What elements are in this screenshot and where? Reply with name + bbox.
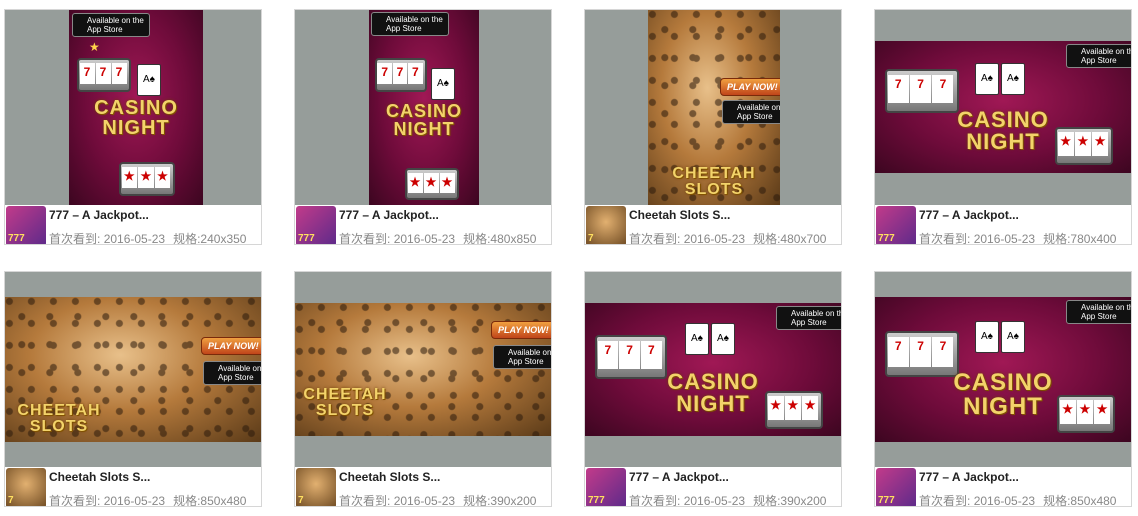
app-icon[interactable]: 7 <box>296 468 336 506</box>
ad-meta: 7 Cheetah Slots S... 首次看到: 2016-05-23 规格:… <box>585 205 841 244</box>
playing-card: A♠ <box>711 323 735 355</box>
cheetah-title: CHEETAH SLOTS <box>17 402 101 435</box>
slot-machine: ★ ★ ★ <box>1057 395 1115 433</box>
app-name[interactable]: 777 – A Jackpot... <box>49 208 149 222</box>
ad-info: 首次看到: 2016-05-23 规格:780x400 <box>919 232 1117 245</box>
ad-info: 首次看到: 2016-05-23 规格:390x200 <box>629 494 827 507</box>
slot-machine: ★ ★ ★ <box>119 162 175 196</box>
app-icon[interactable]: 777 <box>296 206 336 244</box>
playing-card: A♠ <box>431 68 455 100</box>
ad-meta: 7 Cheetah Slots S... 首次看到: 2016-05-23 规格:… <box>5 467 261 506</box>
ad-meta: 777 777 – A Jackpot... 首次看到: 2016-05-23 规… <box>875 205 1131 244</box>
ad-info: 首次看到: 2016-05-23 规格:390x200 <box>339 494 537 507</box>
casino-title: CASINO NIGHT <box>957 107 1049 154</box>
ad-meta: 777 777 – A Jackpot... 首次看到: 2016-05-23 规… <box>295 205 551 244</box>
cheetah-title: CHEETAH SLOTS <box>303 386 387 419</box>
ad-info: 首次看到: 2016-05-23 规格:240x350 <box>49 232 247 245</box>
ad-info: 首次看到: 2016-05-23 规格:850x480 <box>49 494 247 507</box>
star-icon: ★ <box>89 40 100 54</box>
casino-title: CASINO NIGHT <box>385 101 462 139</box>
play-now-button: PLAY NOW! <box>491 321 551 339</box>
slot-machine: ★ ★ ★ <box>765 391 823 429</box>
ad-meta: 777 777 – A Jackpot... 首次看到: 2016-05-23 规… <box>585 467 841 506</box>
app-name[interactable]: 777 – A Jackpot... <box>339 208 439 222</box>
ad-info: 首次看到: 2016-05-23 规格:850x480 <box>919 494 1117 507</box>
playing-card: A♠ <box>137 64 161 96</box>
playing-card: A♠ <box>1001 321 1025 353</box>
casino-title: CASINO NIGHT <box>953 369 1053 420</box>
slot-machine: ★ ★ ★ <box>405 168 459 200</box>
app-icon[interactable]: 7 <box>586 206 626 244</box>
playing-card: A♠ <box>975 321 999 353</box>
app-name[interactable]: Cheetah Slots S... <box>49 470 151 484</box>
playing-card: A♠ <box>1001 63 1025 95</box>
app-name[interactable]: 777 – A Jackpot... <box>629 470 729 484</box>
app-name[interactable]: Cheetah Slots S... <box>629 208 731 222</box>
ad-info: 首次看到: 2016-05-23 规格:480x700 <box>629 232 827 245</box>
app-icon[interactable]: 777 <box>6 206 46 244</box>
play-now-button: PLAY NOW! <box>201 337 261 355</box>
casino-title: CASINO NIGHT <box>667 369 759 416</box>
slot-machine: ★ ★ ★ <box>1055 127 1113 165</box>
ad-info: 首次看到: 2016-05-23 规格:480x850 <box>339 232 537 245</box>
casino-title: CASINO NIGHT <box>94 97 178 139</box>
app-name[interactable]: 777 – A Jackpot... <box>919 208 1019 222</box>
cheetah-title: CHEETAH SLOTS <box>672 165 756 198</box>
app-icon[interactable]: 777 <box>586 468 626 506</box>
app-name[interactable]: Cheetah Slots S... <box>339 470 441 484</box>
app-icon[interactable]: 777 <box>876 468 916 506</box>
playing-card: A♠ <box>685 323 709 355</box>
playing-card: A♠ <box>975 63 999 95</box>
app-icon[interactable]: 777 <box>876 206 916 244</box>
ad-meta: 7 Cheetah Slots S... 首次看到: 2016-05-23 规格:… <box>295 467 551 506</box>
app-icon[interactable]: 7 <box>6 468 46 506</box>
play-now-button: PLAY NOW! <box>720 78 780 96</box>
ad-meta: 777 777 – A Jackpot... 首次看到: 2016-05-23 规… <box>875 467 1131 506</box>
ad-meta: 777 777 – A Jackpot... 首次看到: 2016-05-23 规… <box>5 205 261 244</box>
app-name[interactable]: 777 – A Jackpot... <box>919 470 1019 484</box>
